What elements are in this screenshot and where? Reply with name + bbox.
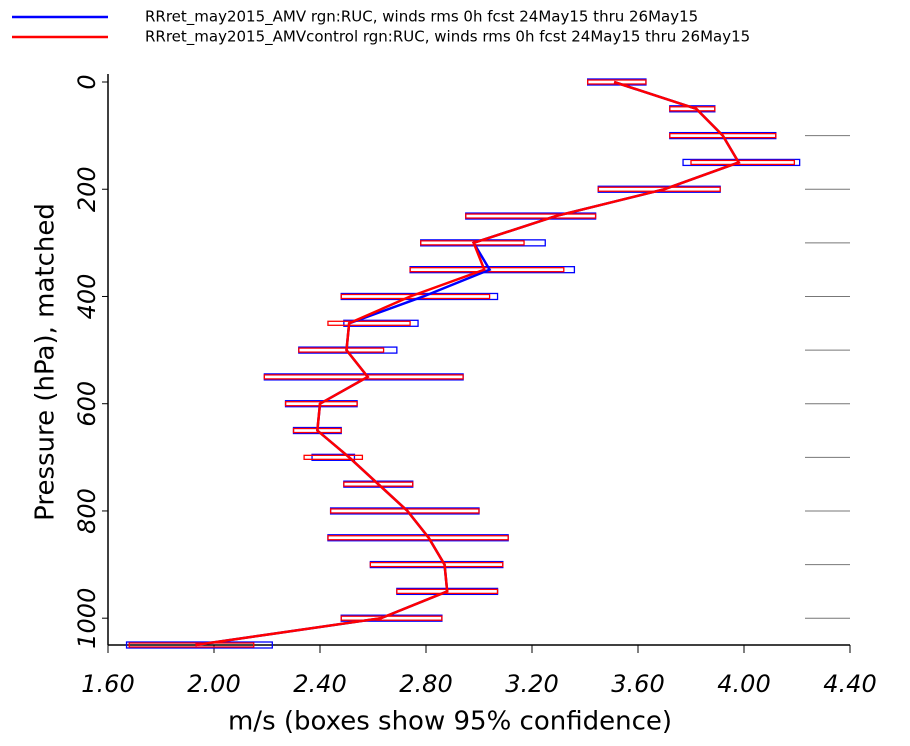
confidence-box xyxy=(298,347,385,353)
confidence-box xyxy=(327,535,509,541)
confidence-box xyxy=(303,454,364,460)
y-tick-label: 1000 xyxy=(73,588,101,649)
confidence-box xyxy=(125,641,273,649)
confidence-box xyxy=(690,159,795,166)
y-tick-label: 0 xyxy=(73,74,101,89)
confidence-box xyxy=(311,453,356,461)
x-tick-label: 2.40 xyxy=(293,670,346,698)
x-tick-label: 2.00 xyxy=(187,670,240,698)
confidence-box xyxy=(343,319,419,327)
x-tick-label: 3.20 xyxy=(505,670,558,698)
confidence-box xyxy=(420,240,525,246)
legend-label: RRret_may2015_AMV rgn:RUC, winds rms 0h … xyxy=(145,8,698,27)
x-axis-label: m/s (boxes show 95% confidence) xyxy=(228,707,672,737)
y-tick-label: 600 xyxy=(73,381,101,427)
x-tick-label: 1.60 xyxy=(81,670,134,698)
y-tick-label: 400 xyxy=(73,274,101,320)
x-tick-label: 2.80 xyxy=(399,670,452,698)
confidence-box xyxy=(682,158,801,167)
confidence-box xyxy=(343,481,414,487)
x-tick-label: 3.60 xyxy=(611,670,664,698)
y-tick-label: 800 xyxy=(73,488,101,534)
confidence-box xyxy=(128,642,255,648)
profile-line xyxy=(195,80,741,647)
confidence-box xyxy=(465,213,597,219)
y-tick-label: 200 xyxy=(73,166,101,212)
profile-line xyxy=(195,80,741,647)
legend-label: RRret_may2015_AMVcontrol rgn:RUC, winds … xyxy=(145,28,750,47)
confidence-box xyxy=(327,320,411,326)
x-tick-label: 4.40 xyxy=(823,670,876,698)
x-tick-label: 4.00 xyxy=(717,670,770,698)
confidence-box xyxy=(369,561,504,568)
y-axis-label: Pressure (hPa), matched xyxy=(31,203,61,521)
confidence-box xyxy=(340,615,443,621)
